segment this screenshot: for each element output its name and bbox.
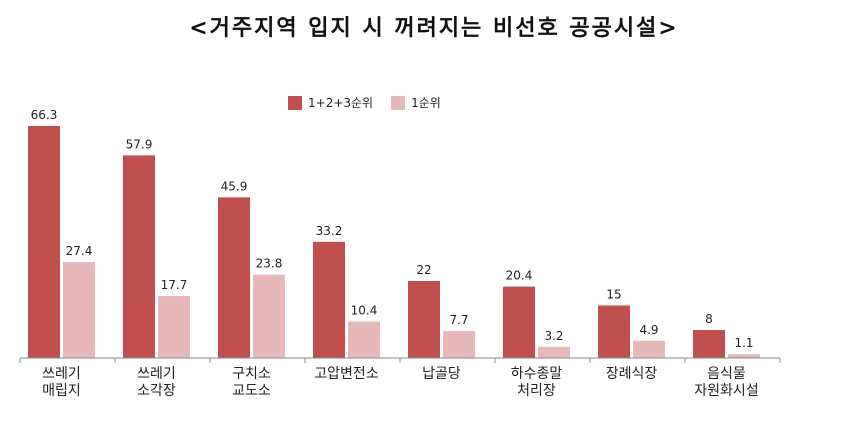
data-label-1-2: 57.9 [126,137,153,151]
data-label-2-1: 27.4 [66,244,93,258]
data-label-2-6: 3.2 [544,329,563,343]
bar-1-8 [693,330,725,358]
data-label-1-5: 22 [416,263,431,277]
data-label-1-3: 45.9 [221,179,248,193]
bar-2-8 [728,354,760,358]
bar-2-4 [348,321,380,358]
bar-2-7 [633,340,665,358]
chart-legend: 1+2+3순위 1순위 [288,94,459,111]
data-label-2-3: 23.8 [256,257,283,271]
bar-1-5 [408,281,440,358]
bar-1-4 [313,241,345,358]
data-label-2-5: 7.7 [449,313,468,327]
bar-2-2 [158,296,190,358]
legend-label-series-2: 1순위 [411,96,441,110]
bar-1-3 [218,197,250,358]
bar-2-5 [443,331,475,358]
legend-item-series-1: 1+2+3순위 [288,94,373,111]
bar-2-6 [538,346,570,358]
data-label-2-4: 10.4 [351,304,378,318]
bar-1-2 [123,155,155,358]
category-label-8: 음식물 자원화시설 [694,366,758,399]
data-label-1-1: 66.3 [31,108,58,122]
data-label-2-8: 1.1 [734,336,753,350]
legend-item-series-2: 1순위 [391,94,441,111]
bar-2-1 [63,262,95,358]
data-label-1-4: 33.2 [316,224,343,238]
data-label-2-2: 17.7 [161,278,188,292]
bar-1-1 [28,125,60,358]
legend-label-series-1: 1+2+3순위 [308,96,374,110]
legend-swatch-series-1 [288,95,302,110]
category-label-7: 장례식장 [606,366,658,382]
data-label-1-6: 20.4 [506,269,533,283]
category-label-3: 구치소 교도소 [232,366,271,399]
data-label-2-7: 4.9 [639,323,658,337]
bar-2-3 [253,274,285,358]
data-label-1-7: 15 [606,288,621,302]
bar-1-7 [598,305,630,358]
category-label-1: 쓰레기 매립지 [42,366,81,399]
category-label-5: 납골당 [422,366,461,382]
data-label-1-8: 8 [705,312,713,326]
bar-1-6 [503,286,535,358]
category-label-2: 쓰레기 소각장 [137,366,176,399]
chart-title: <거주지역 입지 시 꺼려지는 비선호 공공시설> [189,16,679,41]
category-label-4: 고압변전소 [314,366,379,382]
category-label-6: 하수종말 처리장 [511,366,563,399]
legend-swatch-series-2 [391,95,406,110]
